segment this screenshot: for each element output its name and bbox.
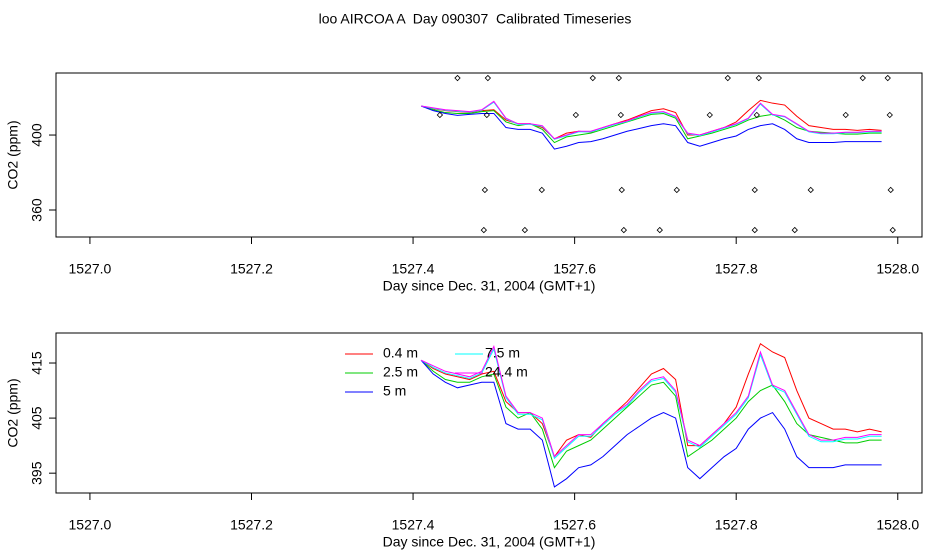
y-tick-label: 405 xyxy=(29,406,45,430)
series-line xyxy=(420,105,882,150)
flag-marker xyxy=(751,226,758,234)
x-tick-label: 1527.8 xyxy=(715,261,758,277)
flag-marker xyxy=(617,111,625,119)
series-line xyxy=(421,101,882,140)
x-tick-label: 1528.0 xyxy=(876,261,919,277)
legend-label: 0.4 m xyxy=(383,345,418,361)
y-tick-label: 360 xyxy=(29,198,45,222)
x-tick-label: 1527.2 xyxy=(230,517,273,533)
flag-marker xyxy=(724,74,731,82)
series-line xyxy=(420,359,882,488)
flag-marker xyxy=(481,186,489,194)
series-line xyxy=(420,359,882,469)
series-line xyxy=(420,347,882,460)
flag-marker xyxy=(436,111,444,119)
flag-marker xyxy=(842,111,849,119)
x-tick-label: 1528.0 xyxy=(876,517,919,533)
y-tick-label: 415 xyxy=(29,351,45,375)
flag-marker xyxy=(753,111,760,119)
x-axis-label: Day since Dec. 31, 2004 (GMT+1) xyxy=(383,278,596,294)
flag-marker xyxy=(521,226,529,234)
flag-marker xyxy=(572,111,580,119)
x-tick-label: 1527.0 xyxy=(69,261,112,277)
flag-marker xyxy=(884,74,891,82)
flag-marker xyxy=(454,74,461,82)
x-tick-label: 1527.0 xyxy=(69,517,112,533)
x-axis-label: Day since Dec. 31, 2004 (GMT+1) xyxy=(383,534,596,550)
y-axis-label: CO2 (ppm) xyxy=(5,378,21,447)
legend-label: 2.5 m xyxy=(383,364,418,380)
flag-marker xyxy=(886,111,893,119)
x-tick-label: 1527.8 xyxy=(715,517,758,533)
flag-marker xyxy=(484,74,492,82)
flag-marker xyxy=(656,226,663,234)
series-line xyxy=(420,342,882,458)
flag-marker xyxy=(589,74,596,82)
flag-marker xyxy=(538,186,545,194)
flag-marker xyxy=(807,186,814,194)
x-tick-label: 1527.6 xyxy=(553,517,596,533)
flag-marker xyxy=(791,226,798,234)
legend-label: 24.4 m xyxy=(485,364,528,380)
flag-marker xyxy=(618,186,625,194)
plot-box xyxy=(55,72,923,238)
y-tick-label: 400 xyxy=(29,123,45,147)
flag-marker xyxy=(751,186,758,194)
flag-marker xyxy=(706,111,713,119)
series-line xyxy=(420,345,882,458)
x-tick-label: 1527.2 xyxy=(230,261,273,277)
flag-marker xyxy=(887,186,894,194)
flag-marker xyxy=(859,74,866,82)
flag-marker xyxy=(480,226,487,234)
flag-marker xyxy=(755,74,762,82)
plot-box xyxy=(55,332,923,494)
flag-marker xyxy=(673,186,680,194)
x-tick-label: 1527.6 xyxy=(553,261,596,277)
flag-marker xyxy=(615,74,622,82)
flag-marker xyxy=(620,226,627,234)
legend-label: 5 m xyxy=(383,383,406,399)
series-line xyxy=(421,100,882,140)
flag-marker xyxy=(483,111,490,119)
x-tick-label: 1527.4 xyxy=(392,517,435,533)
y-tick-label: 395 xyxy=(29,461,45,485)
flag-marker xyxy=(889,226,896,234)
series-line xyxy=(420,105,882,144)
x-tick-label: 1527.4 xyxy=(392,261,435,277)
y-axis-label: CO2 (ppm) xyxy=(5,120,21,189)
page-title: loo AIRCOA A Day 090307 Calibrated Times… xyxy=(319,11,632,27)
series-line xyxy=(421,99,882,140)
legend-label: 7.5 m xyxy=(485,345,520,361)
